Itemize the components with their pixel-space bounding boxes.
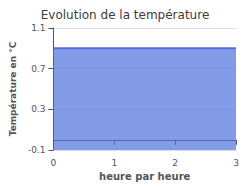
svg-text:3: 3: [233, 158, 239, 168]
svg-text:Evolution de la température: Evolution de la température: [41, 8, 210, 22]
svg-text:0: 0: [51, 158, 57, 168]
svg-text:-0.1: -0.1: [28, 145, 46, 155]
svg-text:0.3: 0.3: [31, 104, 45, 114]
svg-text:0.7: 0.7: [31, 64, 45, 74]
svg-text:2: 2: [172, 158, 178, 168]
svg-text:Température en °C: Température en °C: [8, 41, 18, 136]
svg-text:heure par heure: heure par heure: [99, 171, 190, 182]
svg-text:1: 1: [111, 158, 117, 168]
svg-text:1.1: 1.1: [31, 23, 45, 33]
